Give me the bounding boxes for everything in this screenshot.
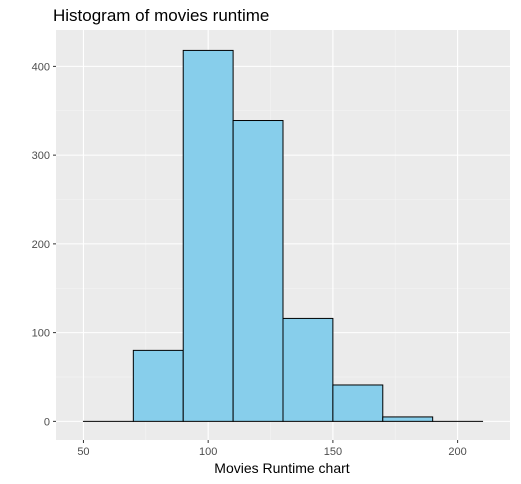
histogram-bar-4 [282, 317, 334, 422]
y-tick-label: 200 [32, 239, 50, 251]
x-tick-label: 50 [77, 446, 89, 458]
x-tick-label: 150 [324, 446, 342, 458]
bars [82, 49, 484, 422]
y-tick-label: 0 [44, 416, 50, 428]
y-tick-label: 300 [32, 150, 50, 162]
axis-ticks: 0 100 200 300 400 50 100 150 200 [32, 61, 467, 458]
histogram-bar-1 [132, 349, 184, 422]
x-tick-label: 200 [448, 446, 466, 458]
x-tick-label: 100 [199, 446, 217, 458]
histogram-bar-5 [332, 384, 384, 422]
y-tick-label: 400 [32, 61, 50, 73]
histogram-bar-6 [382, 416, 434, 422]
histogram-bar-2 [182, 49, 234, 422]
y-tick-label: 100 [32, 328, 50, 340]
histogram-bar-3 [232, 120, 284, 422]
x-axis-title: Movies Runtime chart [214, 460, 349, 476]
chart-title: Histogram of movies runtime [53, 6, 270, 25]
